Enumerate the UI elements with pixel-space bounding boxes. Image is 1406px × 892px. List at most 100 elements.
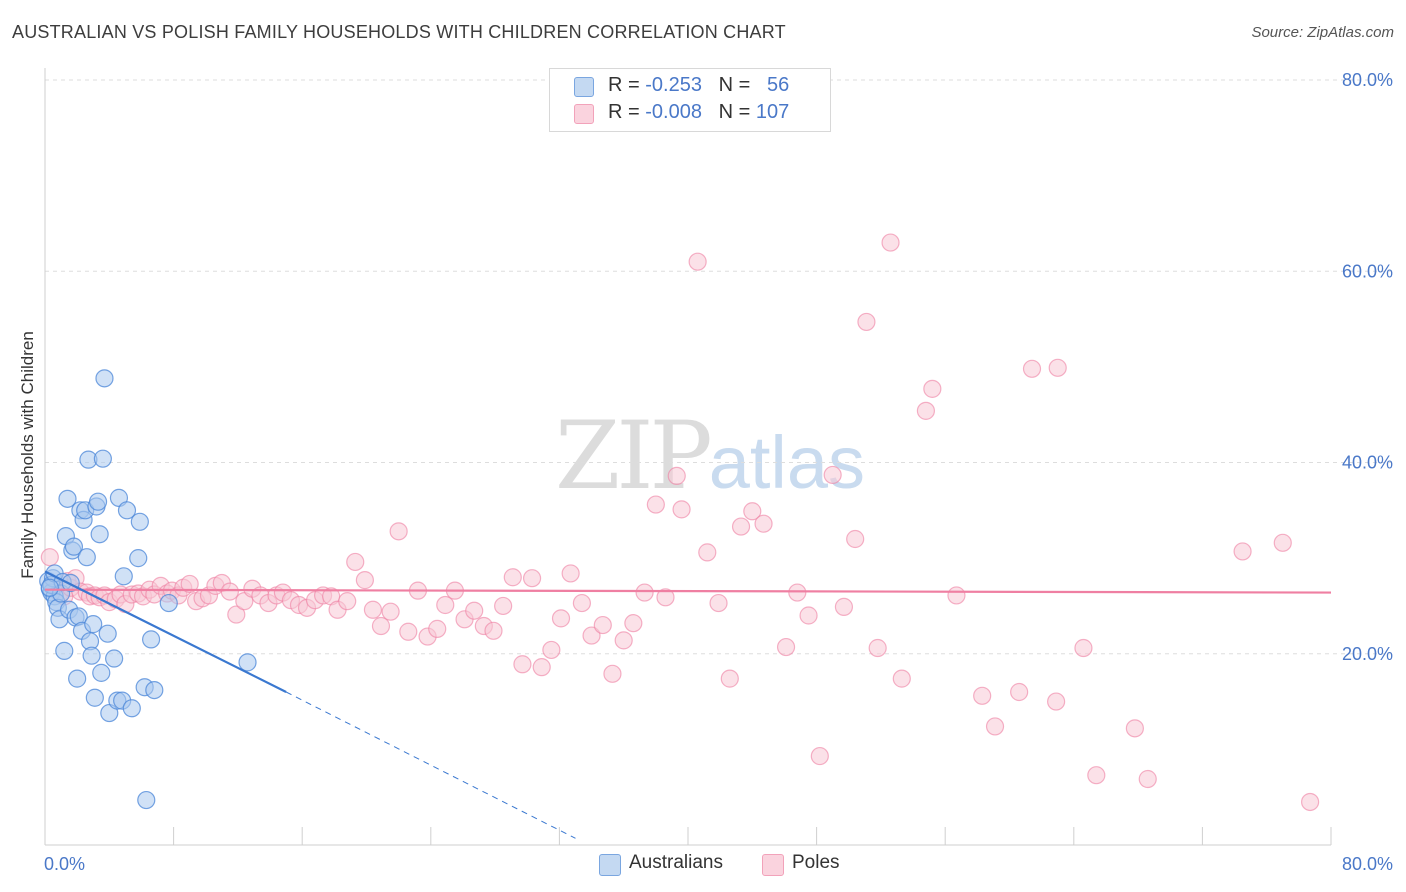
- pole-point: [947, 586, 966, 605]
- pole-point: [399, 622, 418, 641]
- pole-point: [672, 500, 691, 519]
- pole-point: [916, 401, 936, 420]
- legend-r-label: R =: [608, 101, 646, 123]
- pole-point: [346, 552, 365, 572]
- pole-point: [582, 626, 601, 645]
- pole-point: [868, 638, 887, 658]
- pole-point: [698, 543, 717, 562]
- australian-point: [92, 663, 111, 682]
- tick-labels: 20.0% 40.0% 60.0% 80.0% 0.0% 80.0%: [44, 70, 1393, 874]
- legend-swatch-pink: [574, 104, 594, 124]
- pole-point: [1010, 682, 1029, 702]
- australian-point: [114, 567, 133, 586]
- pole-point: [624, 614, 643, 633]
- chart-title: AUSTRALIAN VS POLISH FAMILY HOUSEHOLDS W…: [12, 22, 786, 42]
- source-credit: Source: ZipAtlas.com: [1251, 24, 1394, 41]
- australian-point: [137, 790, 156, 810]
- pole-point: [788, 583, 807, 602]
- pole-point: [823, 465, 842, 485]
- pole-point: [1022, 359, 1042, 378]
- pole-point: [1074, 638, 1093, 658]
- legend-n-label: N =: [718, 101, 756, 123]
- legend-r-value: -0.008: [645, 101, 702, 123]
- pole-point: [1138, 769, 1157, 789]
- x-tick-label: 80.0%: [1342, 854, 1393, 874]
- legend-r-label: R =: [608, 74, 646, 96]
- pole-point: [656, 588, 675, 607]
- australian-point: [64, 537, 84, 556]
- poles-label: Poles: [792, 852, 840, 873]
- y-tick-label: 60.0%: [1342, 261, 1393, 281]
- pole-point: [754, 514, 773, 533]
- pole-point: [338, 592, 357, 611]
- australian-point: [40, 578, 59, 597]
- legend-n-value: 56: [767, 74, 790, 96]
- pole-point: [1301, 792, 1320, 812]
- australian-point: [77, 548, 96, 567]
- pole-point: [1047, 692, 1066, 711]
- pole-point: [363, 600, 383, 619]
- australian-point: [84, 615, 103, 634]
- australian-point: [58, 489, 77, 508]
- australian-point: [130, 512, 149, 531]
- australians-label: Australians: [629, 852, 723, 873]
- pole-point: [503, 568, 522, 587]
- pole-point: [834, 597, 854, 616]
- pole-point: [635, 583, 654, 602]
- pole-point: [776, 637, 796, 657]
- australian-point: [105, 649, 124, 668]
- australian-point: [90, 525, 109, 544]
- pole-point: [973, 686, 992, 705]
- australian-point: [55, 641, 74, 660]
- legend-text-poles: R = -0.008 N = 107: [608, 101, 789, 124]
- pole-point: [542, 640, 561, 660]
- pole-point: [857, 312, 876, 332]
- axes: [44, 68, 1332, 846]
- pole-point: [40, 548, 59, 567]
- pole-point: [667, 466, 686, 485]
- correlation-legend: R = -0.253 N = 56 R = -0.008 N = 107: [549, 68, 831, 132]
- pole-point: [355, 571, 374, 590]
- australian-point: [98, 624, 117, 643]
- pole-point: [923, 379, 942, 398]
- pole-point: [881, 233, 900, 252]
- legend-n-value: 107: [755, 101, 790, 123]
- pole-point: [799, 606, 818, 625]
- australian-point: [238, 653, 257, 672]
- pole-point: [465, 601, 484, 620]
- pole-point: [846, 529, 865, 549]
- legend-r-value: -0.253: [645, 74, 702, 96]
- pole-point: [810, 746, 829, 766]
- pole-point: [614, 631, 633, 650]
- australian-point: [129, 549, 148, 568]
- australians-trend-extension: [285, 691, 576, 839]
- pole-point: [494, 596, 513, 616]
- australian-point: [145, 680, 164, 700]
- australian-point: [117, 501, 137, 520]
- series-legend: Australians Poles: [0, 852, 1406, 878]
- pole-point: [720, 669, 739, 688]
- y-tick-label: 20.0%: [1342, 644, 1393, 664]
- x-tick-label: 0.0%: [44, 854, 85, 874]
- pole-point: [484, 621, 503, 640]
- legend-n-label: N =: [718, 74, 756, 96]
- pole-point: [743, 502, 762, 521]
- trend-lines: [44, 570, 1332, 839]
- australian-point: [85, 688, 104, 707]
- poles-trend-line: [44, 588, 1332, 594]
- pole-point: [731, 517, 751, 536]
- grid-lines: [45, 79, 1392, 655]
- y-tick-label: 80.0%: [1342, 70, 1393, 90]
- pole-point: [371, 616, 391, 636]
- australians-swatch: [599, 854, 621, 876]
- legend-swatch-blue: [574, 77, 594, 97]
- pole-point: [1273, 533, 1292, 552]
- poles-points: [40, 233, 1320, 812]
- pole-point: [389, 522, 408, 541]
- pole-point: [1048, 358, 1067, 377]
- australian-point: [122, 699, 141, 718]
- pole-point: [603, 664, 622, 683]
- australian-point: [82, 646, 101, 665]
- pole-point: [572, 593, 592, 613]
